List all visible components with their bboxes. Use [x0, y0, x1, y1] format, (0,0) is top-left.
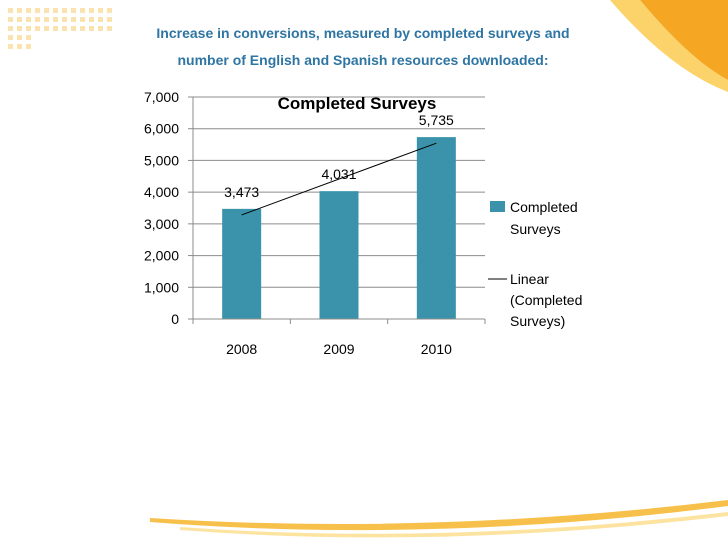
corner-dot — [26, 35, 31, 40]
corner-dot — [98, 17, 103, 22]
slide-heading-line-2: number of English and Spanish resources … — [177, 52, 549, 68]
corner-dot — [53, 17, 58, 22]
corner-dot — [26, 17, 31, 22]
corner-dot — [89, 17, 94, 22]
legend-swatch-bars — [490, 201, 505, 212]
corner-dot — [53, 26, 58, 31]
chart-bars — [222, 137, 456, 319]
y-tick-label: 2,000 — [144, 248, 179, 264]
legend-label-bars: Completed — [510, 199, 578, 215]
y-tick-label: 1,000 — [144, 279, 179, 295]
corner-dot — [107, 8, 112, 13]
corner-swoosh-top — [640, 0, 728, 80]
y-tick-label: 0 — [171, 311, 179, 327]
corner-dot — [8, 35, 13, 40]
y-axis-tick-labels: 0 1,000 2,000 3,000 4,000 5,000 6,000 7,000 — [144, 89, 179, 327]
corner-dot — [17, 8, 22, 13]
legend-label-bars: Surveys — [510, 221, 561, 237]
corner-dot — [107, 26, 112, 31]
corner-dot — [17, 44, 22, 49]
corner-dot — [44, 26, 49, 31]
corner-dot — [8, 26, 13, 31]
data-label-2009: 4,031 — [321, 166, 356, 182]
corner-dot — [62, 17, 67, 22]
corner-dot — [8, 44, 13, 49]
y-tick-label: 4,000 — [144, 184, 179, 200]
legend-label-trendline: Surveys) — [510, 313, 565, 329]
corner-dot — [17, 35, 22, 40]
corner-dot — [26, 44, 31, 49]
corner-dot-pattern — [8, 8, 112, 49]
slide-heading-line-1: Increase in conversions, measured by com… — [156, 25, 570, 41]
corner-dot — [44, 8, 49, 13]
bar-2010 — [416, 137, 456, 319]
y-tick-label: 7,000 — [144, 89, 179, 105]
legend-label-trendline: Linear — [510, 271, 549, 287]
linear-trendline — [241, 142, 437, 216]
corner-dot — [80, 26, 85, 31]
y-tick-label: 3,000 — [144, 216, 179, 232]
corner-dot — [98, 8, 103, 13]
data-label-2010: 5,735 — [419, 112, 454, 128]
bar-2008 — [222, 208, 262, 319]
corner-dot — [26, 26, 31, 31]
y-tick-label: 6,000 — [144, 121, 179, 137]
data-labels: 3,473 4,031 5,735 — [224, 112, 454, 200]
data-label-2008: 3,473 — [224, 184, 259, 200]
corner-dot — [89, 26, 94, 31]
corner-dot — [62, 26, 67, 31]
x-tick-label-2010: 2010 — [421, 341, 452, 357]
corner-dot — [17, 26, 22, 31]
corner-swoosh-top-light — [610, 0, 728, 92]
corner-dot — [8, 17, 13, 22]
corner-dot — [35, 26, 40, 31]
legend-label-trendline: (Completed — [510, 292, 582, 308]
corner-dot — [35, 17, 40, 22]
bar-2009 — [319, 191, 359, 319]
corner-dot — [44, 17, 49, 22]
corner-dot — [71, 17, 76, 22]
x-axis-tick-labels: 2008 2009 2010 — [226, 341, 452, 357]
corner-dot — [71, 26, 76, 31]
corner-dot — [53, 8, 58, 13]
corner-dot — [80, 17, 85, 22]
bottom-swoosh-light — [180, 512, 728, 538]
corner-dot — [35, 8, 40, 13]
y-tick-label: 5,000 — [144, 152, 179, 168]
corner-dot — [98, 26, 103, 31]
corner-dot — [62, 8, 67, 13]
chart-title: Completed Surveys — [278, 94, 437, 113]
corner-dot — [26, 8, 31, 13]
corner-dot — [71, 8, 76, 13]
corner-dot — [17, 17, 22, 22]
chart-legend: Completed Surveys Linear (Completed Surveys) — [488, 199, 582, 329]
corner-dot — [8, 8, 13, 13]
corner-dot — [80, 8, 85, 13]
x-tick-label-2008: 2008 — [226, 341, 257, 357]
corner-dot — [89, 8, 94, 13]
x-tick-label-2009: 2009 — [323, 341, 354, 357]
corner-dot — [107, 17, 112, 22]
chart-axes — [192, 97, 486, 324]
bottom-swoosh — [150, 500, 728, 531]
